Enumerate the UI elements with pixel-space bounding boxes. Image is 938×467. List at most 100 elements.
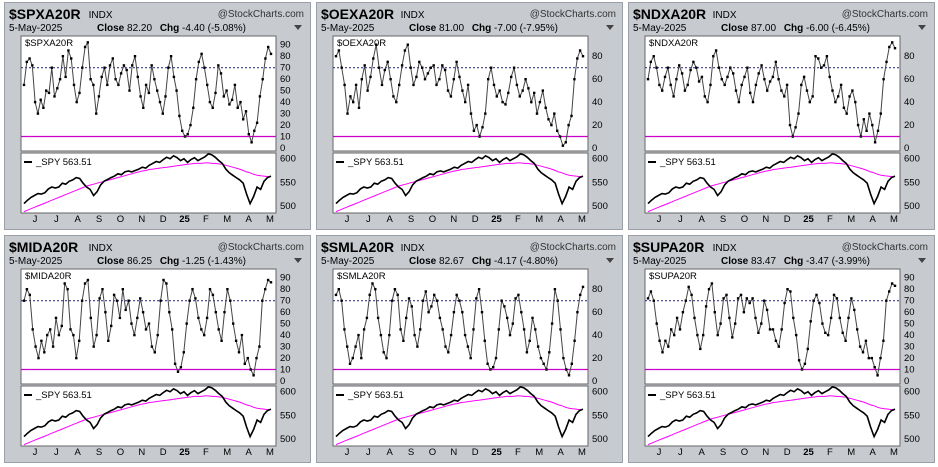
y-tick-label: 600 xyxy=(280,154,296,165)
data-point xyxy=(181,129,184,132)
dropdown-arrow-icon[interactable] xyxy=(294,25,302,30)
data-point xyxy=(112,293,116,297)
data-point xyxy=(553,112,556,115)
dropdown-arrow-icon[interactable] xyxy=(918,258,926,263)
data-point xyxy=(847,316,850,320)
data-point xyxy=(234,339,238,342)
symbol-title[interactable]: $SMLA20R xyxy=(321,239,395,255)
data-point xyxy=(136,75,139,79)
data-point xyxy=(188,299,191,302)
brand-watermark: @StockCharts.com xyxy=(841,242,928,253)
chart-panel: $NDXA20R INDX @StockCharts.com 5-May-2025 Cl… xyxy=(628,2,935,230)
data-point xyxy=(175,89,178,92)
dropdown-arrow-icon[interactable] xyxy=(294,258,302,263)
data-point xyxy=(144,83,148,87)
data-point xyxy=(121,288,124,291)
data-point xyxy=(683,89,687,92)
x-tick-label: M xyxy=(223,214,231,225)
data-point xyxy=(142,106,145,109)
data-point xyxy=(760,64,763,67)
data-point xyxy=(714,49,718,52)
data-point xyxy=(197,60,200,64)
y-tick-label: 550 xyxy=(280,410,296,421)
close-label: Close xyxy=(721,256,752,267)
data-point xyxy=(194,78,198,81)
data-point xyxy=(150,64,153,67)
chart-panel: $MIDA20R INDX @StockCharts.com 5-May-2025 Cl… xyxy=(4,235,311,463)
symbol-title[interactable]: $SUPA20R xyxy=(633,239,705,255)
data-point xyxy=(51,345,55,348)
y-tick-label: 30 xyxy=(904,342,915,353)
data-point xyxy=(39,98,42,101)
data-point xyxy=(687,285,690,289)
data-point xyxy=(466,83,470,87)
symbol-title[interactable]: $SPXA20R xyxy=(9,6,81,22)
symbol-title[interactable]: $MIDA20R xyxy=(9,239,79,255)
y-tick-label: 600 xyxy=(280,387,296,398)
data-point xyxy=(374,288,377,291)
symbol-title[interactable]: $NDXA20R xyxy=(633,6,707,22)
dropdown-arrow-icon[interactable] xyxy=(918,25,926,30)
dropdown-arrow-icon[interactable] xyxy=(606,25,614,30)
data-point xyxy=(75,100,78,104)
x-tick-label: F xyxy=(827,447,833,458)
close-label: Close xyxy=(409,256,440,267)
data-point xyxy=(792,316,795,320)
data-point xyxy=(768,328,772,331)
data-point xyxy=(365,316,369,320)
data-point xyxy=(22,83,26,87)
chg-value: -4.17 (-4.80%) xyxy=(494,256,558,267)
data-point xyxy=(203,66,206,69)
x-tick-label: M xyxy=(578,214,586,225)
data-point xyxy=(144,328,148,331)
y-tick-label: 90 xyxy=(280,273,291,284)
data-point xyxy=(67,49,70,52)
data-point xyxy=(455,293,458,297)
data-point xyxy=(214,91,217,95)
data-point xyxy=(402,339,405,342)
close-label: Close xyxy=(409,23,440,34)
data-point xyxy=(832,293,836,297)
x-tick-label: J xyxy=(33,447,38,458)
data-point xyxy=(802,75,806,79)
data-point xyxy=(421,66,424,69)
data-point xyxy=(441,328,444,331)
data-point xyxy=(503,305,506,308)
spy-ma-line xyxy=(23,395,271,446)
data-point xyxy=(725,293,728,297)
x-tick-label: F xyxy=(203,214,209,225)
data-point xyxy=(264,288,267,291)
quote-line: Close 87.00 Chg -6.00 (-6.45%) xyxy=(721,23,870,34)
data-point xyxy=(514,297,517,300)
data-point xyxy=(809,320,812,323)
data-point xyxy=(853,308,856,312)
data-point xyxy=(522,328,526,331)
data-point xyxy=(383,68,386,72)
data-point xyxy=(269,281,273,284)
data-point xyxy=(707,288,711,291)
x-tick-label: M xyxy=(223,447,231,458)
data-point xyxy=(888,45,891,49)
data-point xyxy=(349,95,352,98)
data-point xyxy=(507,91,510,95)
data-point xyxy=(729,66,732,69)
dropdown-arrow-icon[interactable] xyxy=(606,258,614,263)
x-tick-label: M xyxy=(535,214,543,225)
y-tick-label: 80 xyxy=(280,51,291,62)
data-point xyxy=(680,72,684,75)
y-tick-label: 20 xyxy=(592,120,603,131)
data-point xyxy=(550,123,553,127)
data-point xyxy=(723,83,726,87)
data-point xyxy=(751,100,755,104)
x-tick-label: J xyxy=(54,214,59,225)
data-point xyxy=(871,123,874,127)
data-point xyxy=(754,83,758,87)
symbol-title[interactable]: $OEXA20R xyxy=(321,6,395,22)
chg-value: -4.40 (-5.08%) xyxy=(182,23,246,34)
x-tick-label: J xyxy=(678,447,683,458)
data-point xyxy=(719,322,722,325)
data-point xyxy=(472,328,475,331)
data-point xyxy=(861,351,865,354)
legend-swatch xyxy=(336,161,344,163)
data-point xyxy=(800,83,803,87)
